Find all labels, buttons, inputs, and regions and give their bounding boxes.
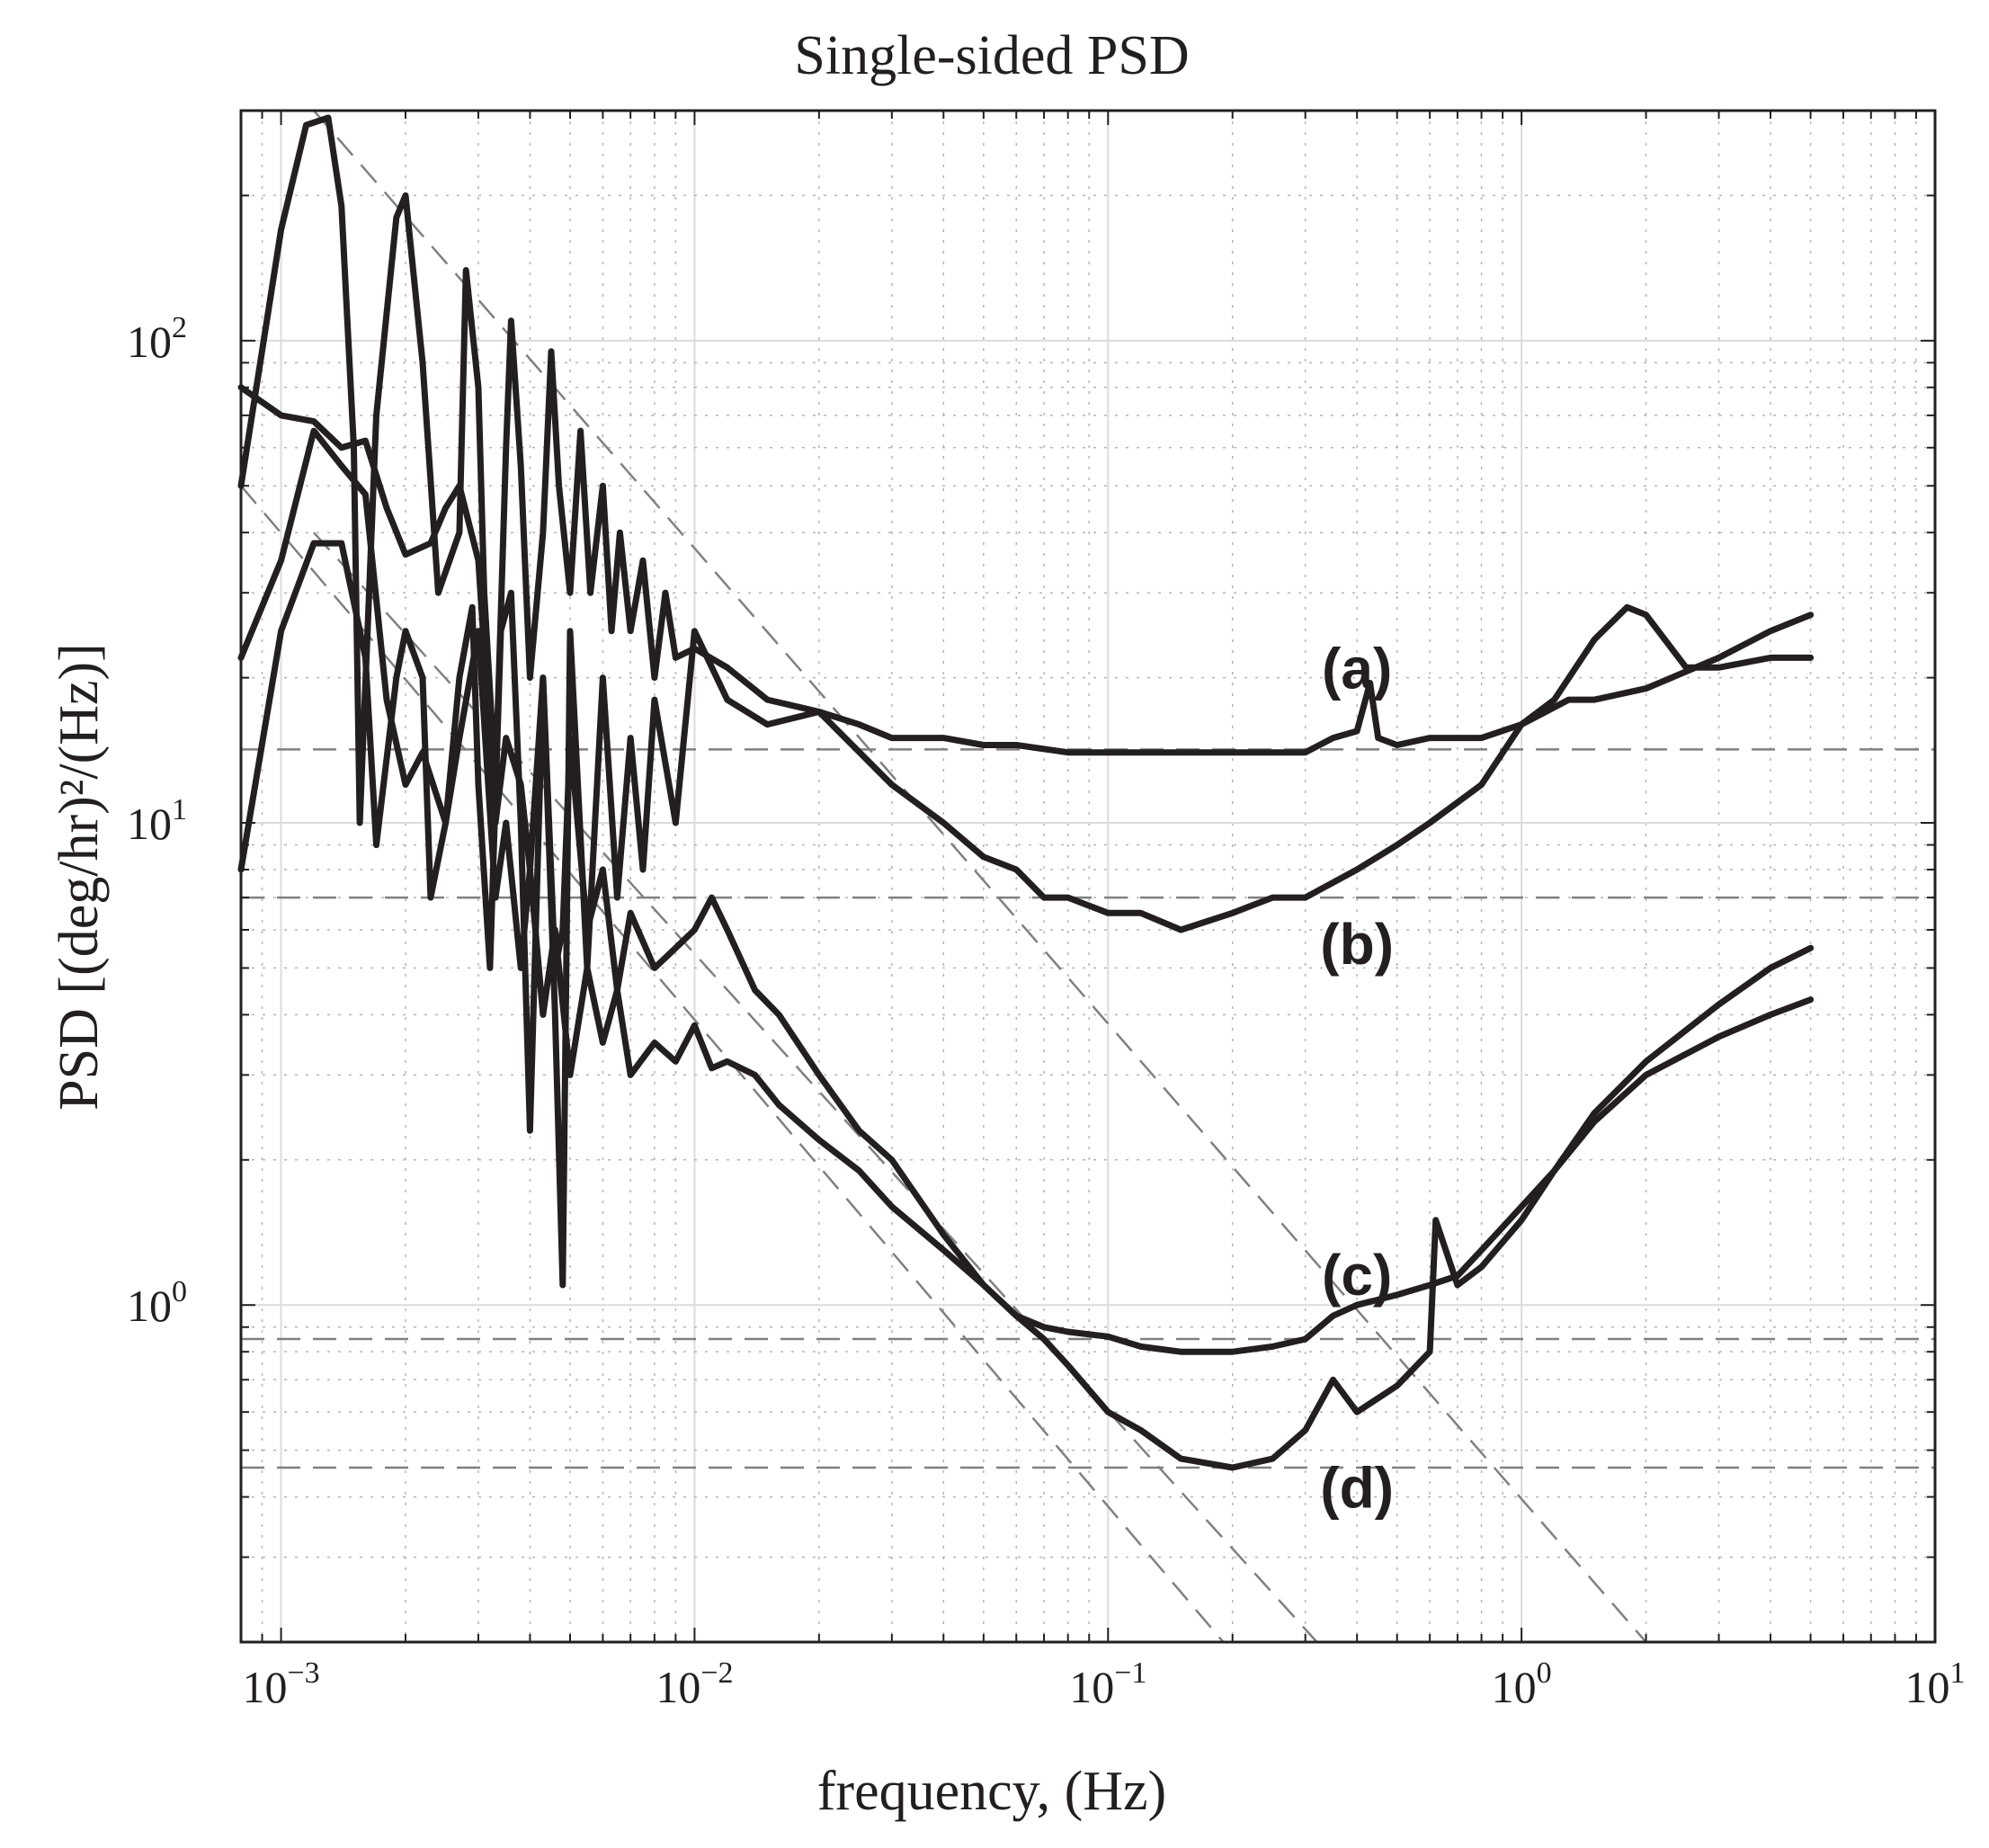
reference-line-sloped (313, 110, 1647, 1643)
reference-lines (240, 110, 1935, 1643)
x-axis-label: frequency, (Hz) (817, 1761, 1166, 1822)
x-tick-label: 10−3 (242, 1656, 319, 1712)
series-line-d (237, 427, 1815, 1471)
x-tick-label: 10−1 (1069, 1656, 1146, 1712)
series-line-b (237, 540, 1815, 1289)
y-axis-label: PSD [(deg/hr)²/(Hz)] (49, 643, 110, 1111)
series-layer (237, 114, 1815, 1471)
series-label-d: (d) (1320, 1456, 1394, 1521)
series-label-b: (b) (1320, 912, 1394, 977)
series-line-a (237, 114, 1815, 826)
x-tick-label: 101 (1905, 1656, 1966, 1712)
plot-frame (239, 109, 1937, 1644)
x-tick-label: 10−2 (656, 1656, 733, 1712)
series-label-c: (c) (1322, 1243, 1392, 1308)
y-tick-label: 100 (127, 1275, 187, 1331)
series-labels: (a) (b) (c) (d) (1320, 637, 1394, 1521)
tick-layer: 10−3 10−2 10−1 100 101 100 101 102 (127, 110, 1966, 1712)
series-label-a: (a) (1322, 637, 1392, 701)
series-line-c (237, 384, 1815, 1355)
chart-title: Single-sided PSD (794, 25, 1189, 86)
y-tick-label: 102 (127, 311, 187, 367)
x-tick-label: 100 (1492, 1656, 1552, 1712)
y-tick-label: 101 (127, 793, 187, 849)
